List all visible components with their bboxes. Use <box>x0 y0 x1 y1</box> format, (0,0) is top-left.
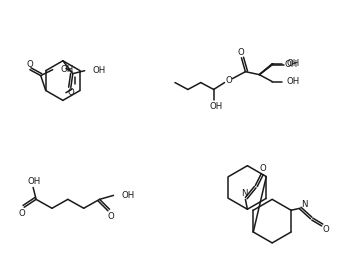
Text: OH: OH <box>61 65 74 74</box>
Text: O: O <box>260 164 267 173</box>
Text: OH: OH <box>286 59 299 68</box>
Text: O: O <box>67 88 74 97</box>
Text: O: O <box>237 48 244 57</box>
Text: OH: OH <box>93 66 106 75</box>
Text: OH: OH <box>121 191 135 200</box>
Text: O: O <box>107 212 114 221</box>
Text: OH: OH <box>284 60 297 69</box>
Text: OH: OH <box>209 102 222 111</box>
Text: O: O <box>26 60 33 69</box>
Text: N: N <box>301 200 307 209</box>
Text: O: O <box>19 209 25 218</box>
Text: N: N <box>241 189 248 198</box>
Text: OH: OH <box>28 177 41 186</box>
Text: OH: OH <box>286 77 299 86</box>
Text: O: O <box>225 76 232 85</box>
Text: O: O <box>322 225 329 233</box>
